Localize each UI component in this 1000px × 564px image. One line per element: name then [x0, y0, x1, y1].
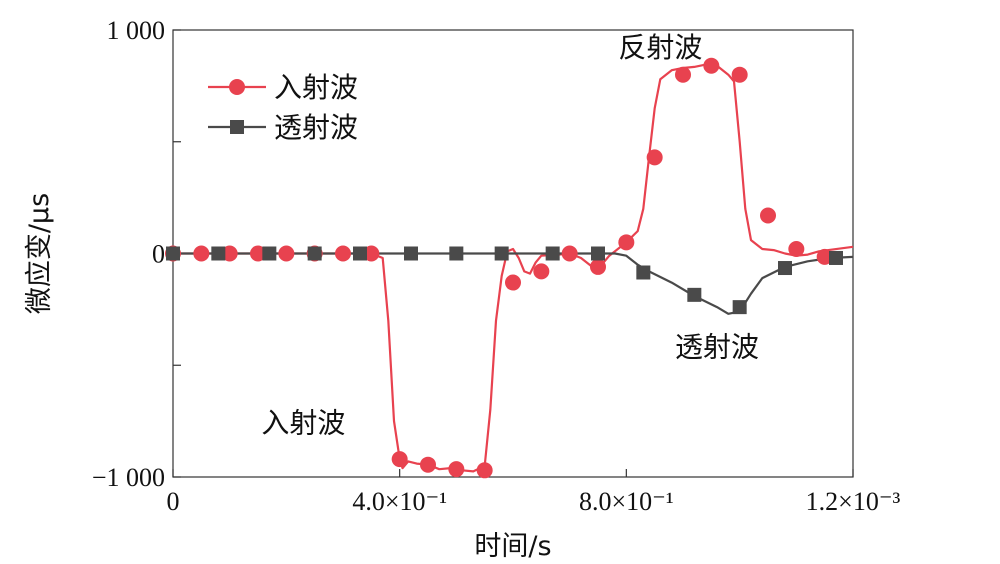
x-tick-label: 4.0×10⁻¹	[352, 487, 447, 516]
series-line-2	[173, 252, 854, 315]
y-axis-title: 微应变/μs	[24, 193, 55, 314]
annotation-label: 入射波	[261, 406, 345, 439]
data-point-series-1	[760, 207, 776, 224]
data-point-series-1	[391, 451, 408, 468]
data-point-series-1	[193, 245, 210, 262]
data-point-series-2	[449, 246, 464, 261]
data-point-series-1	[561, 245, 578, 262]
legend-label: 透射波	[274, 111, 358, 144]
data-point-series-1	[731, 66, 748, 83]
data-point-series-2	[404, 246, 418, 261]
data-point-series-2	[494, 246, 509, 261]
data-point-series-2	[307, 246, 322, 261]
data-point-series-1	[476, 462, 493, 479]
data-point-series-2	[262, 246, 277, 261]
axis-ticks	[172, 29, 854, 478]
data-point-series-1	[675, 66, 691, 83]
data-point-series-2	[829, 250, 843, 265]
data-point-series-2	[732, 300, 747, 315]
data-point-series-2	[591, 246, 605, 261]
legend-marker	[229, 79, 245, 95]
data-point-series-1	[618, 234, 635, 251]
annotation-label: 反射波	[618, 31, 702, 64]
data-point-series-2	[353, 246, 367, 261]
data-point-series-1	[703, 57, 720, 74]
data-point-series-1	[250, 245, 266, 262]
x-tick-label: 8.0×10⁻¹	[579, 487, 674, 516]
data-point-series-2	[636, 265, 651, 280]
y-tick-label: 0	[152, 240, 165, 269]
data-point-series-1	[816, 248, 833, 265]
data-point-series-1	[646, 149, 663, 166]
data-point-series-1	[335, 245, 351, 262]
legend-marker	[230, 120, 244, 134]
y-tick-label: 1 000	[107, 16, 166, 45]
data-point-series-1	[448, 461, 465, 478]
x-tick-label: 1.2×10⁻³	[806, 487, 901, 516]
y-tick-label: −1 000	[92, 463, 165, 492]
data-point-series-1	[420, 456, 436, 473]
data-point-series-1	[278, 245, 295, 262]
data-point-series-2	[545, 246, 560, 261]
data-point-series-1	[533, 263, 550, 280]
data-point-series-2	[778, 261, 792, 276]
data-point-series-1	[505, 274, 521, 291]
data-point-series-2	[211, 246, 226, 261]
series-markers	[165, 57, 843, 479]
legend-label: 入射波	[274, 71, 358, 104]
data-point-series-1	[788, 241, 805, 258]
data-point-series-2	[166, 246, 180, 261]
x-tick-label: 0	[167, 487, 180, 516]
data-point-series-1	[363, 245, 380, 262]
data-point-series-1	[590, 258, 606, 275]
data-point-series-2	[687, 287, 702, 302]
x-axis-title: 时间/s	[474, 531, 551, 562]
annotation-label: 透射波	[675, 330, 759, 363]
data-point-series-1	[221, 245, 238, 262]
